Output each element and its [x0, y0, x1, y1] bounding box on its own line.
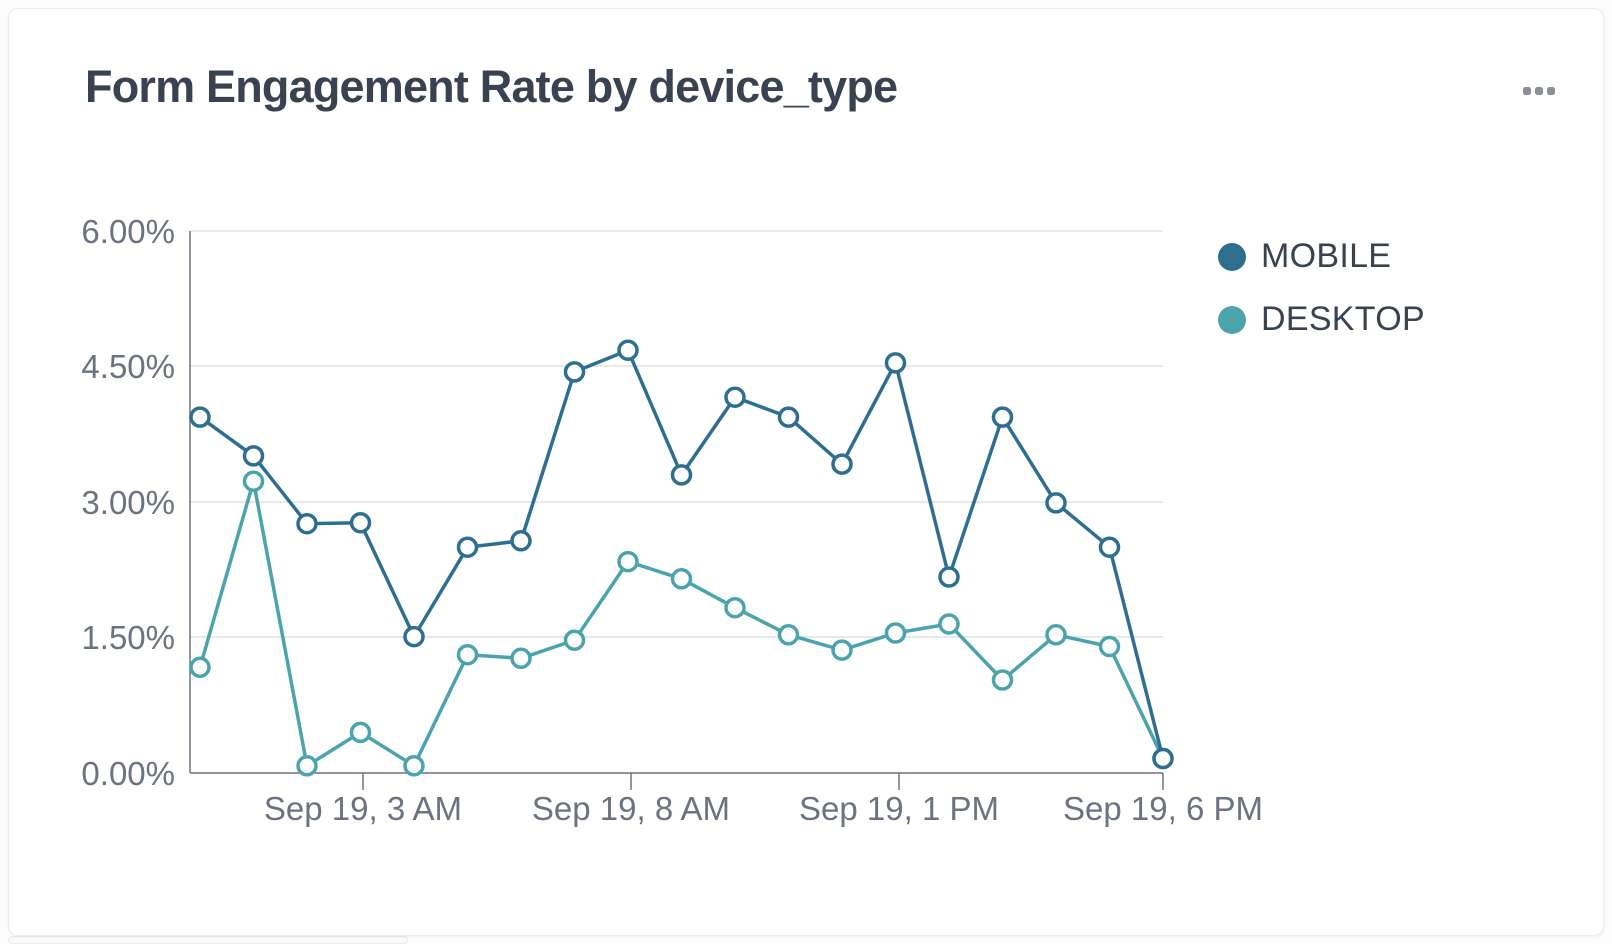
svg-text:Sep 19, 3 AM: Sep 19, 3 AM	[264, 790, 462, 827]
svg-text:1.50%: 1.50%	[81, 619, 175, 656]
svg-text:4.50%: 4.50%	[81, 348, 175, 385]
svg-text:Sep 19, 8 AM: Sep 19, 8 AM	[532, 790, 730, 827]
svg-text:Sep 19, 6 PM: Sep 19, 6 PM	[1063, 790, 1263, 827]
svg-text:3.00%: 3.00%	[81, 484, 175, 521]
svg-text:0.00%: 0.00%	[81, 755, 175, 792]
svg-text:6.00%: 6.00%	[81, 213, 175, 250]
svg-text:Sep 19, 1 PM: Sep 19, 1 PM	[799, 790, 999, 827]
